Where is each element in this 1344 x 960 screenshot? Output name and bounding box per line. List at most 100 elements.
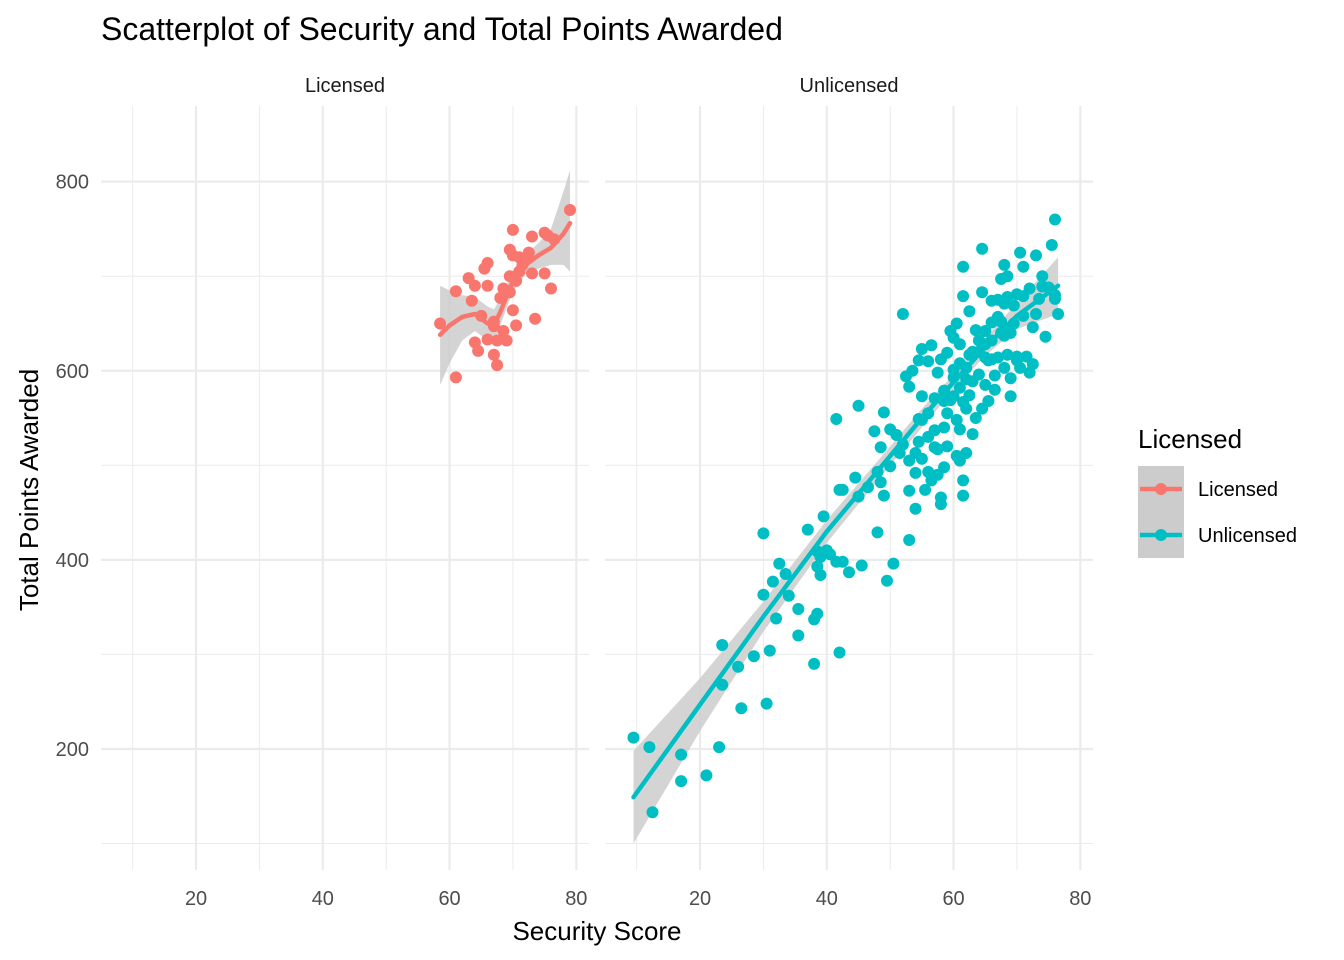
data-point — [874, 441, 887, 454]
data-point — [953, 338, 966, 351]
data-point — [877, 406, 890, 419]
data-point — [792, 629, 805, 642]
data-point — [941, 346, 954, 359]
data-point — [814, 569, 827, 581]
data-point — [915, 452, 928, 465]
data-point — [979, 325, 992, 337]
data-point — [843, 566, 855, 579]
data-point — [472, 344, 485, 357]
data-point — [988, 383, 1001, 396]
data-point — [506, 223, 519, 236]
y-tick-label: 600 — [56, 361, 89, 383]
data-point — [941, 407, 954, 420]
data-point — [1049, 292, 1061, 305]
data-point — [779, 568, 792, 580]
x-tick-label: 60 — [942, 888, 964, 910]
data-point — [909, 466, 922, 479]
data-point — [991, 351, 1004, 364]
data-point — [957, 290, 970, 303]
data-point — [732, 660, 745, 673]
data-point — [909, 502, 922, 515]
data-point — [871, 526, 884, 539]
data-point — [491, 359, 504, 372]
data-point — [849, 471, 862, 484]
data-point — [1004, 326, 1017, 339]
confidence-ribbon — [440, 170, 570, 385]
y-tick-label: 400 — [56, 550, 89, 572]
data-point — [919, 483, 932, 496]
data-point — [969, 324, 982, 337]
data-point — [747, 650, 760, 663]
data-point — [934, 498, 947, 511]
data-point — [757, 588, 770, 601]
data-point — [735, 702, 748, 715]
data-point — [912, 435, 925, 448]
data-point — [976, 286, 989, 299]
data-point — [836, 483, 849, 496]
facet-strip-label: Licensed — [305, 75, 385, 97]
data-point — [830, 413, 843, 425]
data-point — [896, 308, 909, 320]
data-point — [1004, 372, 1017, 385]
x-tick-label: 60 — [438, 888, 460, 910]
data-point — [868, 425, 881, 438]
data-point — [925, 339, 938, 352]
data-point — [487, 348, 500, 361]
data-point — [1045, 239, 1058, 251]
panel-unlicensed: Unlicensed 20 40 60 80 — [605, 75, 1093, 910]
data-point — [960, 447, 973, 459]
data-point — [538, 267, 551, 280]
data-point — [887, 557, 900, 570]
data-point — [915, 390, 928, 403]
data-point — [1014, 361, 1027, 374]
x-tick-label: 20 — [689, 888, 711, 910]
data-point — [646, 806, 659, 819]
data-point — [1026, 358, 1039, 371]
data-point — [1049, 213, 1061, 226]
data-point — [938, 421, 951, 434]
data-point — [1036, 270, 1049, 283]
data-point — [713, 741, 726, 754]
data-point — [912, 354, 925, 367]
data-point — [833, 646, 846, 659]
data-point — [998, 361, 1011, 374]
data-point — [957, 260, 970, 273]
legend-title: Licensed — [1138, 424, 1242, 454]
data-point — [979, 378, 992, 391]
data-point — [716, 639, 729, 651]
data-point — [998, 258, 1011, 271]
data-point — [881, 574, 893, 587]
x-tick-label: 80 — [565, 888, 587, 910]
data-point — [874, 476, 887, 489]
data-point — [982, 395, 995, 407]
data-point — [763, 644, 776, 657]
data-point — [465, 294, 478, 307]
data-point — [675, 748, 688, 761]
data-point — [481, 279, 494, 292]
fit-line — [437, 220, 573, 338]
data-point — [953, 423, 966, 436]
data-point — [963, 305, 976, 318]
data-point — [906, 364, 919, 377]
data-point — [1001, 348, 1014, 361]
data-point — [757, 527, 770, 540]
data-point — [890, 429, 903, 441]
legend-label: Licensed — [1198, 479, 1278, 501]
data-point — [976, 242, 989, 255]
data-point — [449, 371, 462, 384]
x-tick-label: 40 — [312, 888, 334, 910]
data-point — [947, 390, 960, 403]
data-point — [950, 317, 963, 330]
data-point — [500, 334, 513, 347]
data-point — [529, 312, 542, 325]
legend-key-point — [1155, 483, 1167, 495]
data-point — [817, 510, 830, 523]
data-point — [449, 285, 462, 298]
data-point — [1023, 282, 1036, 295]
data-point — [782, 589, 795, 602]
data-point — [491, 334, 504, 347]
data-point — [957, 489, 970, 502]
data-point — [481, 257, 494, 269]
data-point — [922, 355, 935, 368]
data-point — [1014, 246, 1027, 259]
